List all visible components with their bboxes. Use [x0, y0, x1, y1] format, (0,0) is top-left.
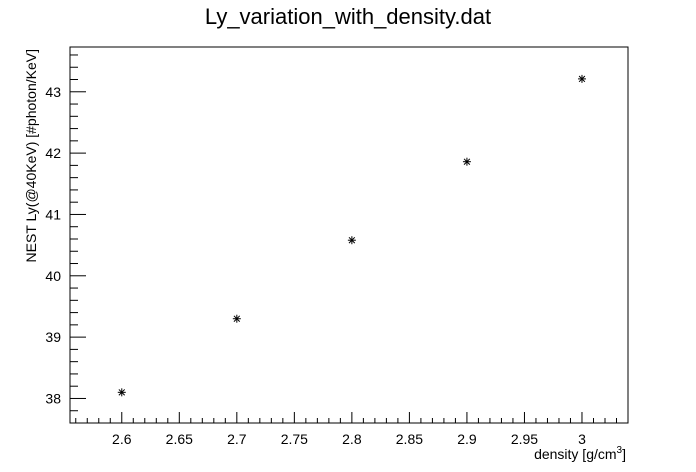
y-tick-label: 38: [45, 390, 61, 406]
x-tick-label: 2.7: [227, 431, 247, 447]
x-tick-label: 2.8: [342, 431, 362, 447]
data-point: [577, 74, 586, 83]
y-axis-label: NEST Ly(@40KeV) [#photon/KeV]: [23, 49, 39, 262]
x-axis: 2.6 2.65 2.7 2.75 2.8 2.85 2.9 2.95 3: [75, 412, 629, 447]
plot-frame: [69, 46, 629, 424]
x-axis-label: density [g/cm3]: [534, 445, 626, 462]
x-tick-label: 2.95: [511, 431, 538, 447]
y-tick-label: 42: [45, 145, 61, 161]
y-tick-label: 41: [45, 206, 61, 222]
x-tick-label: 2.65: [166, 431, 193, 447]
y-tick-label: 40: [45, 268, 61, 284]
x-axis-label-superscript: 3: [617, 445, 623, 456]
y-tick-label: 43: [45, 84, 61, 100]
x-tick-label: 2.6: [112, 431, 132, 447]
chart-title: Ly_variation_with_density.dat: [205, 4, 491, 29]
x-tick-label: 3: [578, 431, 586, 447]
data-point: [232, 314, 241, 323]
x-tick-label: 2.75: [281, 431, 308, 447]
y-axis: 38 39 40 41 42 43: [45, 54, 86, 424]
x-tick-label: 2.9: [457, 431, 477, 447]
x-axis-label-text: density [g/cm: [534, 446, 616, 462]
data-point: [462, 157, 471, 166]
x-tick-label: 2.85: [396, 431, 423, 447]
data-point: [117, 388, 126, 397]
y-tick-label: 39: [45, 329, 61, 345]
x-axis-label-suffix: ]: [622, 446, 626, 462]
data-point: [347, 236, 356, 245]
data-series: [117, 74, 586, 397]
